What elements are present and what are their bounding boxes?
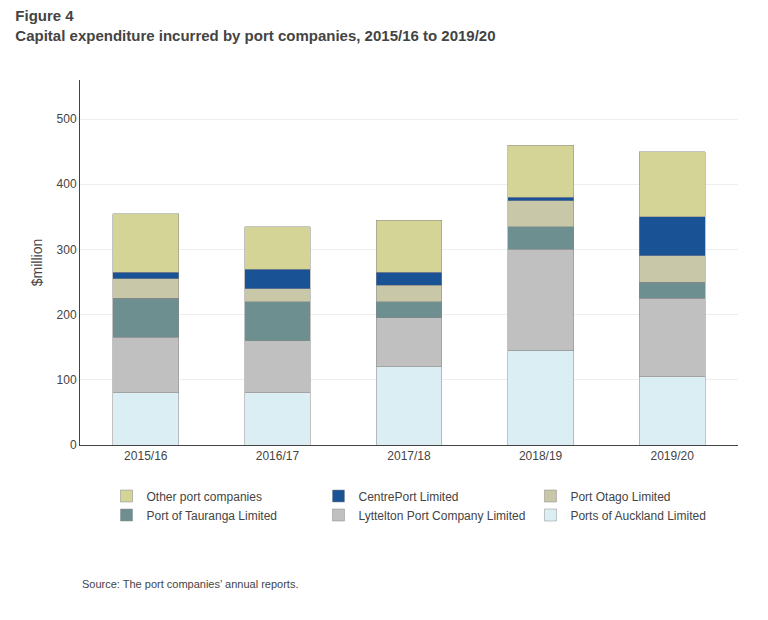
svg-text:Lyttelton Port Company Limited: Lyttelton Port Company Limited: [358, 509, 525, 523]
svg-text:Figure 4Capital expenditure in: Figure 4Capital expenditure incurred by …: [15, 7, 495, 44]
svg-text:2017/18: 2017/18: [387, 449, 431, 463]
svg-text:2016/17: 2016/17: [256, 449, 300, 463]
svg-text:100: 100: [57, 373, 77, 387]
svg-text:CentrePort Limited: CentrePort Limited: [358, 490, 458, 504]
svg-text:Port of Tauranga Limited: Port of Tauranga Limited: [147, 509, 278, 523]
svg-text:Ports of Auckland Limited: Ports of Auckland Limited: [570, 509, 705, 523]
svg-text:Port Otago Limited: Port Otago Limited: [570, 490, 670, 504]
svg-text:500: 500: [57, 112, 77, 126]
svg-text:300: 300: [57, 243, 77, 257]
svg-text:Source: The port companies’ an: Source: The port companies’ annual repor…: [82, 578, 298, 590]
svg-text:2018/19: 2018/19: [519, 449, 563, 463]
svg-text:2019/20: 2019/20: [651, 449, 695, 463]
svg-text:400: 400: [57, 177, 77, 191]
svg-text:2015/16: 2015/16: [124, 449, 168, 463]
svg-text:0: 0: [70, 438, 77, 452]
svg-text:Other port companies: Other port companies: [147, 490, 262, 504]
svg-text:200: 200: [57, 308, 77, 322]
svg-text:$million: $million: [29, 239, 45, 286]
